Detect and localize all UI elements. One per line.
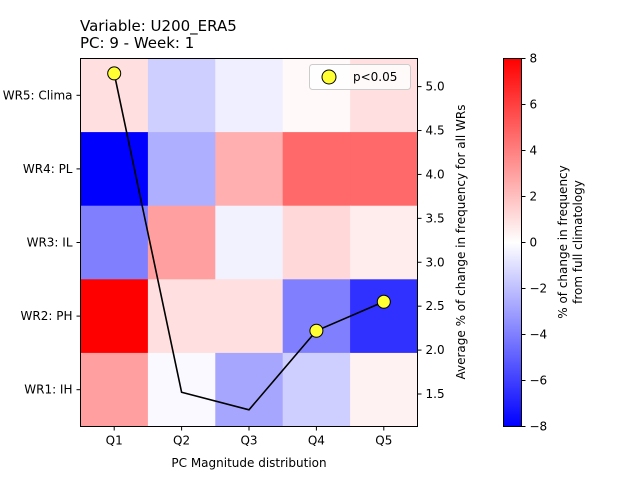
x-tick-label: Q4	[308, 434, 325, 448]
heatmap-cell	[215, 279, 284, 354]
chart-title-line2: PC: 9 - Week: 1	[80, 34, 194, 52]
y2-tick-label: 2.5	[426, 299, 445, 313]
x-tick-label: Q5	[375, 434, 392, 448]
heatmap-cell	[215, 352, 284, 427]
y2-tick-label: 5.0	[426, 80, 445, 94]
heatmap-cell	[282, 279, 351, 354]
y2-tick-label: 4.5	[426, 124, 445, 138]
line-series-path	[113, 73, 385, 411]
legend-box	[309, 64, 411, 90]
heatmap-cell	[215, 205, 284, 280]
y-axis-right-label: Average % of change in frequency for all…	[454, 104, 468, 379]
x-tick-label: Q2	[173, 434, 190, 448]
chart-title-line1: Variable: U200_ERA5	[80, 17, 237, 36]
heatmap-cell	[282, 352, 351, 427]
heatmap-cell	[147, 58, 216, 133]
y2-tick-label: 2.0	[426, 343, 445, 357]
colorbar-tick-label: −8	[530, 420, 548, 434]
significant-marker	[309, 323, 324, 338]
x-tick-label: Q3	[240, 434, 257, 448]
heatmap-cell	[80, 132, 149, 207]
heatmap-cell	[350, 279, 418, 354]
legend-label: p<0.05	[353, 70, 397, 84]
significant-marker	[376, 294, 391, 309]
x-tick-label: Q1	[106, 434, 123, 448]
y-tick-label: WR1: IH	[24, 383, 72, 397]
y-tick-label: WR2: PH	[21, 309, 73, 323]
colorbar-tick-label: 4	[530, 144, 538, 158]
heatmap-cell	[147, 279, 216, 354]
legend-marker	[321, 69, 337, 85]
heatmap-cell	[147, 132, 216, 207]
line-series	[107, 66, 391, 411]
heatmap-cell	[350, 132, 418, 207]
x-axis-label: PC Magnitude distribution	[171, 456, 326, 470]
colorbar-tick-label: −2	[530, 282, 548, 296]
x-axis: Q1 Q2 Q3 Q4 Q5	[106, 426, 392, 448]
heatmap-cell	[80, 279, 149, 354]
colorbar-tick-label: 8	[530, 52, 538, 66]
heatmap-cell	[80, 352, 149, 427]
y-tick-label: WR3: IL	[27, 236, 73, 250]
colorbar-tick-label: 6	[530, 98, 538, 112]
heatmap-cell	[282, 205, 351, 280]
colorbar-ticks: 8 6 4 2 0 −2 −4 −6 −8	[521, 52, 548, 434]
heatmap	[80, 58, 418, 427]
colorbar-tick-label: −4	[530, 328, 548, 342]
y2-tick-label: 4.0	[426, 167, 445, 181]
colorbar-label-line1: % of change in frequency	[556, 165, 570, 319]
heatmap-cell	[147, 205, 216, 280]
y2-tick-label: 3.0	[426, 255, 445, 269]
y-axis-right: 5.0 4.5 4.0 3.5 3.0 2.5 2.0 1.5	[417, 80, 445, 401]
heatmap-cell	[215, 58, 284, 133]
heatmap-cell	[215, 132, 284, 207]
y2-tick-label: 3.5	[426, 211, 445, 225]
heatmap-cell	[350, 205, 418, 280]
colorbar-label-line2: from full climatology	[571, 180, 585, 304]
y-axis-left: WR5: Clima WR4: PL WR3: IL WR2: PH WR1: IH	[3, 88, 81, 397]
y-tick-label: WR5: Clima	[3, 88, 73, 102]
heatmap-cell	[350, 352, 418, 427]
colorbar-tick-label: 2	[530, 190, 538, 204]
y2-tick-label: 1.5	[426, 387, 445, 401]
significant-marker	[107, 66, 122, 81]
colorbar	[503, 58, 522, 427]
colorbar-tick-label: −6	[530, 374, 548, 388]
legend: p<0.05	[309, 64, 411, 90]
y-tick-label: WR4: PL	[23, 162, 73, 176]
colorbar-tick-label: 0	[530, 236, 538, 250]
heatmap-cell	[282, 132, 351, 207]
heatmap-cell	[80, 205, 149, 280]
